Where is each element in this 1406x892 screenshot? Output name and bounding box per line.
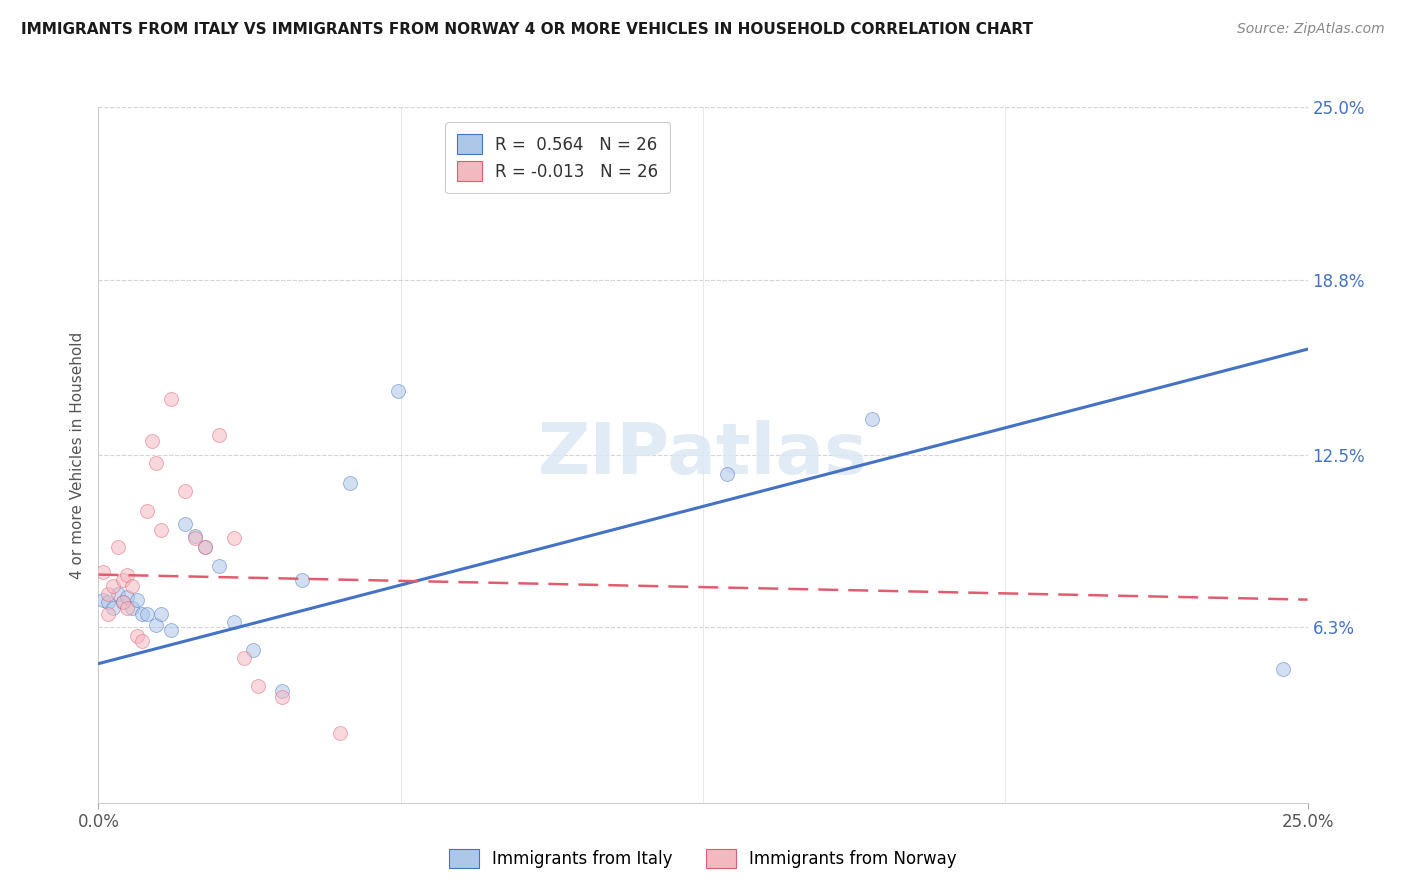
Point (184, 528, 207, 542)
Point (127, 629, 149, 643)
Point (208, 559, 231, 574)
Point (131, 634, 153, 648)
Point (97, 595, 120, 609)
Point (117, 590, 139, 604)
Point (242, 642, 264, 657)
Point (107, 540, 129, 554)
Point (131, 607, 153, 621)
Point (174, 484, 197, 499)
Point (160, 624, 183, 638)
Point (208, 428, 231, 442)
Point (160, 392, 183, 407)
Point (194, 540, 217, 554)
Point (145, 456, 167, 470)
Legend: R =  0.564   N = 26, R = -0.013   N = 26: R = 0.564 N = 26, R = -0.013 N = 26 (446, 122, 671, 193)
Text: ZIPatlas: ZIPatlas (538, 420, 868, 490)
Y-axis label: 4 or more Vehicles in Household: 4 or more Vehicles in Household (70, 331, 86, 579)
Point (117, 601, 139, 615)
Point (101, 601, 124, 615)
Point (97, 587, 120, 601)
Point (145, 617, 167, 632)
Point (107, 587, 129, 601)
Point (1272, 662, 1295, 676)
Point (135, 503, 157, 517)
Point (141, 434, 163, 448)
Point (117, 567, 139, 582)
Point (222, 615, 245, 629)
Point (232, 651, 254, 665)
Point (121, 601, 143, 615)
Point (111, 595, 134, 609)
Point (387, 384, 409, 398)
Point (329, 726, 352, 740)
Point (247, 679, 270, 693)
Point (716, 467, 738, 482)
Point (135, 607, 157, 621)
Point (174, 517, 197, 532)
Point (222, 532, 245, 546)
Legend: Immigrants from Italy, Immigrants from Norway: Immigrants from Italy, Immigrants from N… (443, 842, 963, 875)
Point (111, 573, 134, 587)
Text: IMMIGRANTS FROM ITALY VS IMMIGRANTS FROM NORWAY 4 OR MORE VEHICLES IN HOUSEHOLD : IMMIGRANTS FROM ITALY VS IMMIGRANTS FROM… (21, 22, 1033, 37)
Point (127, 592, 149, 607)
Point (111, 595, 134, 609)
Point (101, 579, 124, 593)
Point (121, 579, 143, 593)
Point (271, 690, 294, 704)
Point (271, 684, 294, 698)
Point (860, 411, 883, 425)
Point (184, 532, 207, 546)
Point (91, 592, 114, 607)
Point (290, 573, 312, 587)
Point (91, 565, 114, 579)
Point (194, 540, 217, 554)
Point (150, 523, 173, 537)
Text: Source: ZipAtlas.com: Source: ZipAtlas.com (1237, 22, 1385, 37)
Point (97, 607, 120, 621)
Point (150, 607, 173, 621)
Point (339, 475, 361, 490)
